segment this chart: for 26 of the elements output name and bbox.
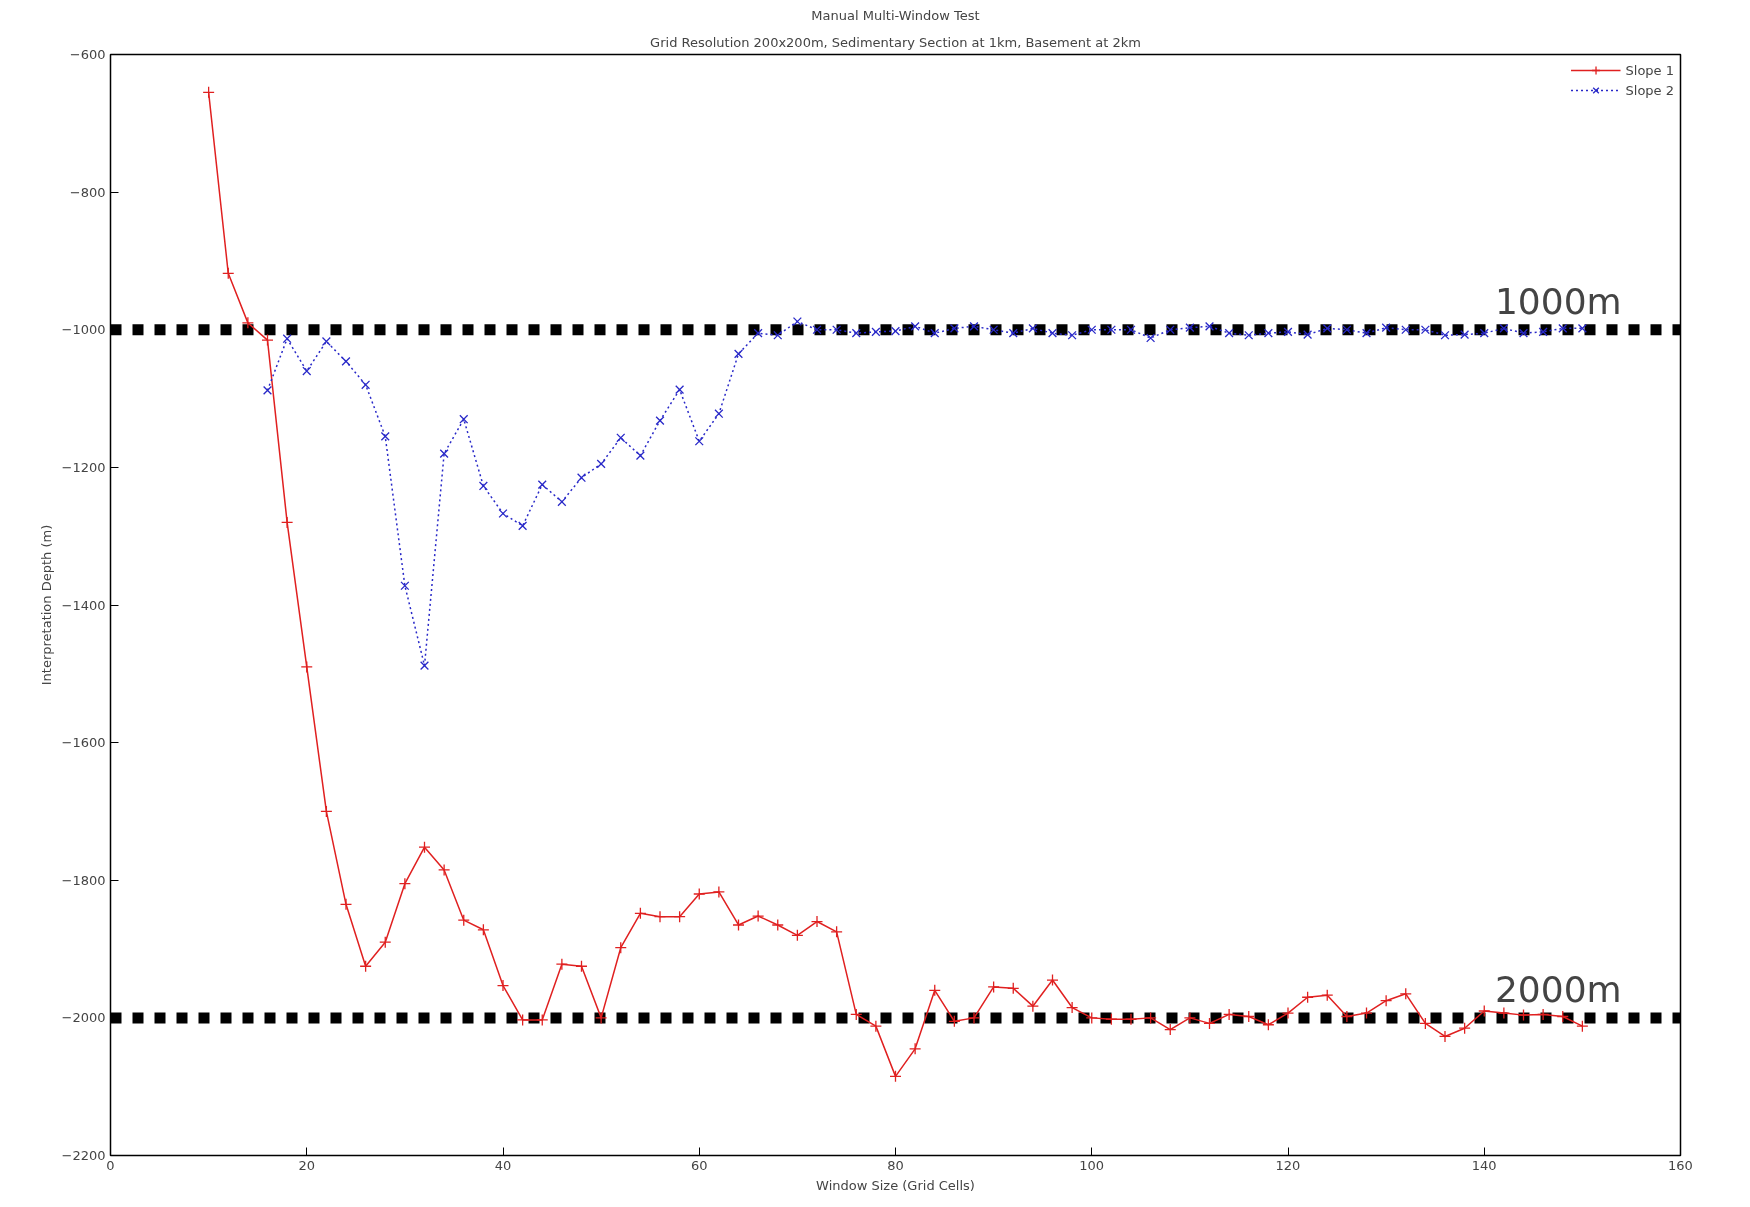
chart-subtitle: Grid Resolution 200x200m, Sedimentary Section at 1km, Basement at 2km — [650, 34, 1141, 50]
y-tick-label: −600 — [69, 47, 106, 62]
x-tick-label: 60 — [690, 1157, 708, 1173]
x-tick-label: 100 — [1079, 1157, 1105, 1173]
legend-label: Slope 1 — [1625, 62, 1674, 78]
y-tick-label: −800 — [69, 184, 106, 200]
y-tick-label: −1000 — [61, 322, 106, 338]
x-axis-title: Window Size (Grid Cells) — [816, 1177, 975, 1193]
x-tick-label: 40 — [494, 1157, 512, 1173]
x-tick-label: 140 — [1471, 1157, 1497, 1173]
legend-label: Slope 2 — [1625, 82, 1674, 98]
y-tick-label: −1800 — [61, 872, 106, 888]
x-tick-label: 160 — [1668, 1157, 1693, 1173]
y-axis-title: Interpretation Depth (m) — [38, 524, 54, 686]
x-tick-label: 20 — [298, 1157, 316, 1173]
x-tick-label: 80 — [887, 1157, 904, 1173]
y-tick-label: −1200 — [61, 459, 106, 475]
chart-title: Manual Multi-Window Test — [811, 7, 980, 23]
ref-line-label: 1000m — [1494, 280, 1622, 322]
x-tick-label: 0 — [106, 1157, 115, 1173]
x-tick-label: 120 — [1275, 1157, 1301, 1173]
ref-line-label: 2000m — [1494, 968, 1622, 1010]
y-tick-label: −2000 — [61, 1010, 106, 1026]
y-tick-label: −1600 — [61, 735, 106, 751]
y-tick-label: −1400 — [61, 597, 106, 613]
y-tick-label: −2200 — [61, 1148, 106, 1163]
